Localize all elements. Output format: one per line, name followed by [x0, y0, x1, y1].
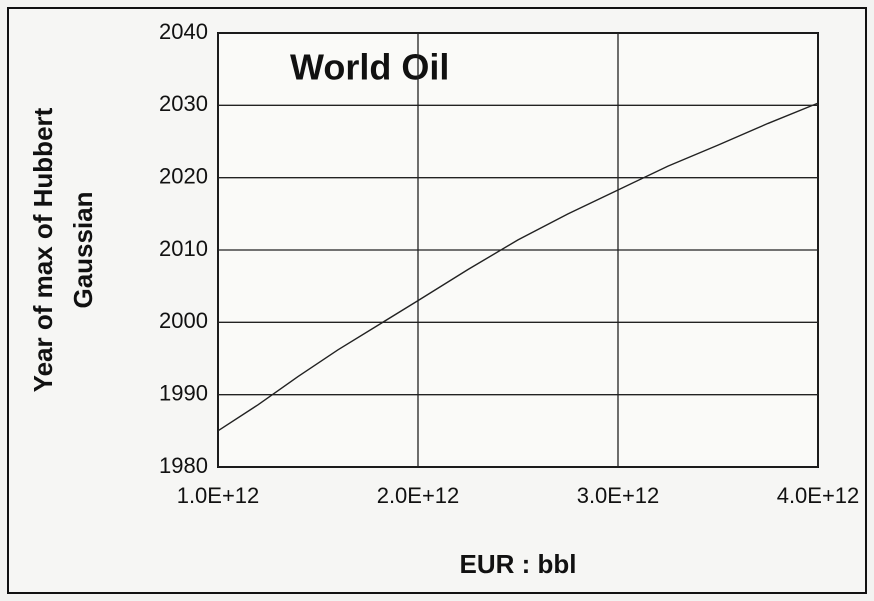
x-tick-label: 4.0E+12 [777, 483, 860, 508]
y-tick-label: 2020 [159, 163, 208, 188]
y-tick-label: 2000 [159, 308, 208, 333]
y-axis-title: Gaussian [68, 191, 98, 308]
chart-title: World Oil [290, 47, 449, 88]
x-tick-label: 2.0E+12 [377, 483, 460, 508]
y-tick-label: 1980 [159, 453, 208, 478]
y-tick-label: 1990 [159, 380, 208, 405]
data-line [217, 102, 819, 432]
y-axis-title: Year of max of Hubbert [28, 107, 58, 392]
y-tick-label: 2030 [159, 91, 208, 116]
x-tick-label: 1.0E+12 [177, 483, 260, 508]
x-tick-label: 3.0E+12 [577, 483, 660, 508]
x-axis-title: EUR : bbl [460, 549, 577, 579]
y-tick-label: 2040 [159, 19, 208, 44]
y-tick-label: 2010 [159, 236, 208, 261]
